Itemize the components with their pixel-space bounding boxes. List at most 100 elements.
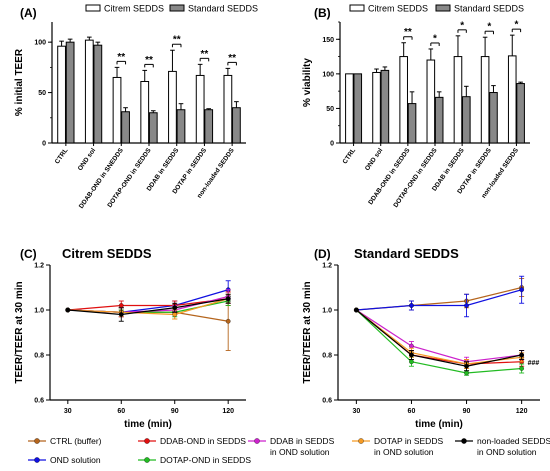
y-tick-label: 100 <box>322 71 334 78</box>
data-point <box>65 307 71 313</box>
legend-label: in OND solution <box>374 447 434 457</box>
data-point <box>519 352 524 358</box>
significance-bracket <box>403 36 413 40</box>
series-line <box>355 309 522 365</box>
data-point <box>409 352 414 358</box>
bar-standard <box>232 107 241 144</box>
panel-title: Citrem SEDDS <box>62 246 152 261</box>
data-point <box>409 343 414 349</box>
bar-standard <box>516 83 525 144</box>
line-chart-3: (D) Standard SEDDS 0.6 0.8 1.0 1.2 30 60 90 120 ti… <box>302 246 540 430</box>
panel-letter: (D) <box>314 247 331 261</box>
legend-swatch <box>169 4 185 12</box>
series-line <box>355 309 522 374</box>
significance-marker: * <box>433 33 437 44</box>
bar-standard <box>489 92 498 144</box>
significance-bracket <box>511 28 522 33</box>
category-label: CTRL <box>54 147 70 165</box>
x-tick-label: 60 <box>408 408 416 415</box>
data-point <box>172 305 178 311</box>
bar-citrem <box>84 39 94 144</box>
legend-label: Citrem SEDDS <box>104 4 164 14</box>
y-tick-label: 150 <box>322 37 334 44</box>
legend-label: Standard SEDDS <box>454 4 524 14</box>
significance-marker: * <box>487 22 491 33</box>
bar-citrem <box>195 74 205 144</box>
data-point <box>354 307 359 313</box>
line-chart-2: (C) Citrem SEDDS 0.6 0.8 1.0 1.2 30 60 90 120 time… <box>14 246 246 430</box>
significance-marker: ** <box>145 55 153 66</box>
legend-label: DDAB in SEDDS <box>270 436 335 446</box>
x-tick-label: 120 <box>516 408 528 415</box>
significance-marker: * <box>514 20 518 31</box>
significance-marker: ** <box>228 53 236 64</box>
series-0 <box>65 291 231 351</box>
data-point <box>464 370 469 376</box>
y-tick-label: 0 <box>42 141 46 148</box>
legend-marker <box>461 438 467 444</box>
legend-marker <box>144 438 150 444</box>
series-6 <box>354 307 525 372</box>
significance-bracket <box>484 30 494 35</box>
x-tick-label: 60 <box>117 408 125 415</box>
legend-marker <box>254 438 260 444</box>
bar-citrem <box>426 59 436 144</box>
legend-label: Standard SEDDS <box>188 4 258 14</box>
legend-item: OND solution <box>28 455 101 465</box>
series-legend: CTRL (buffer) OND solution DDAB-OND in SED… <box>28 436 550 465</box>
series-line <box>67 295 229 313</box>
legend-item: DOTAP-OND in SEDDS <box>138 455 251 465</box>
x-tick-label: 30 <box>64 408 72 415</box>
bar-citrem <box>112 76 122 144</box>
bar-citrem <box>140 80 150 144</box>
legend-label: DOTAP-OND in SEDDS <box>160 455 251 465</box>
data-point <box>464 303 469 308</box>
y-tick-label: 0.6 <box>322 398 332 405</box>
series-1 <box>354 275 525 318</box>
bar-standard <box>93 44 103 144</box>
data-point <box>409 303 414 308</box>
significance-marker: ** <box>117 52 125 63</box>
bar-citrem <box>507 55 517 144</box>
legend-swatch <box>349 4 365 12</box>
y-axis-title: % viability <box>302 58 313 107</box>
x-axis-title: time (min) <box>124 419 172 430</box>
series-line <box>67 289 229 313</box>
data-point <box>172 312 178 317</box>
bar-standard <box>407 103 417 144</box>
legend: Citrem SEDDS Standard SEDDS <box>349 4 524 14</box>
significance-bracket <box>227 61 237 66</box>
legend-swatch <box>435 4 451 12</box>
significance-bracket <box>199 57 210 62</box>
y-tick-label: 1.2 <box>322 263 332 270</box>
significance-marker: ** <box>173 35 181 46</box>
legend-label: OND solution <box>50 455 101 465</box>
legend-label: Citrem SEDDS <box>368 4 428 14</box>
significance-bracket <box>430 42 440 46</box>
bar-standard <box>65 41 75 144</box>
significance-bracket <box>457 29 467 33</box>
bar-standard <box>380 69 390 144</box>
data-point <box>225 296 231 302</box>
bar-standard <box>434 96 444 144</box>
series-5 <box>65 293 231 320</box>
bar-citrem <box>399 56 408 144</box>
bar-citrem <box>453 56 463 144</box>
significance-bracket <box>116 60 127 65</box>
y-tick-label: 1.2 <box>34 263 44 270</box>
bar-standard <box>148 112 158 144</box>
significance-marker: ### <box>528 360 540 367</box>
series-line <box>67 298 229 316</box>
bar-citrem <box>168 70 177 144</box>
legend-item: DDAB-OND in SEDDS <box>138 436 246 446</box>
series-6 <box>65 293 231 322</box>
category-label: OND sol <box>364 147 385 172</box>
bar-standard <box>121 111 130 144</box>
legend-marker <box>358 438 364 444</box>
bar-citrem <box>57 45 66 144</box>
y-tick-label: 50 <box>326 106 334 113</box>
bar-citrem <box>480 56 490 144</box>
